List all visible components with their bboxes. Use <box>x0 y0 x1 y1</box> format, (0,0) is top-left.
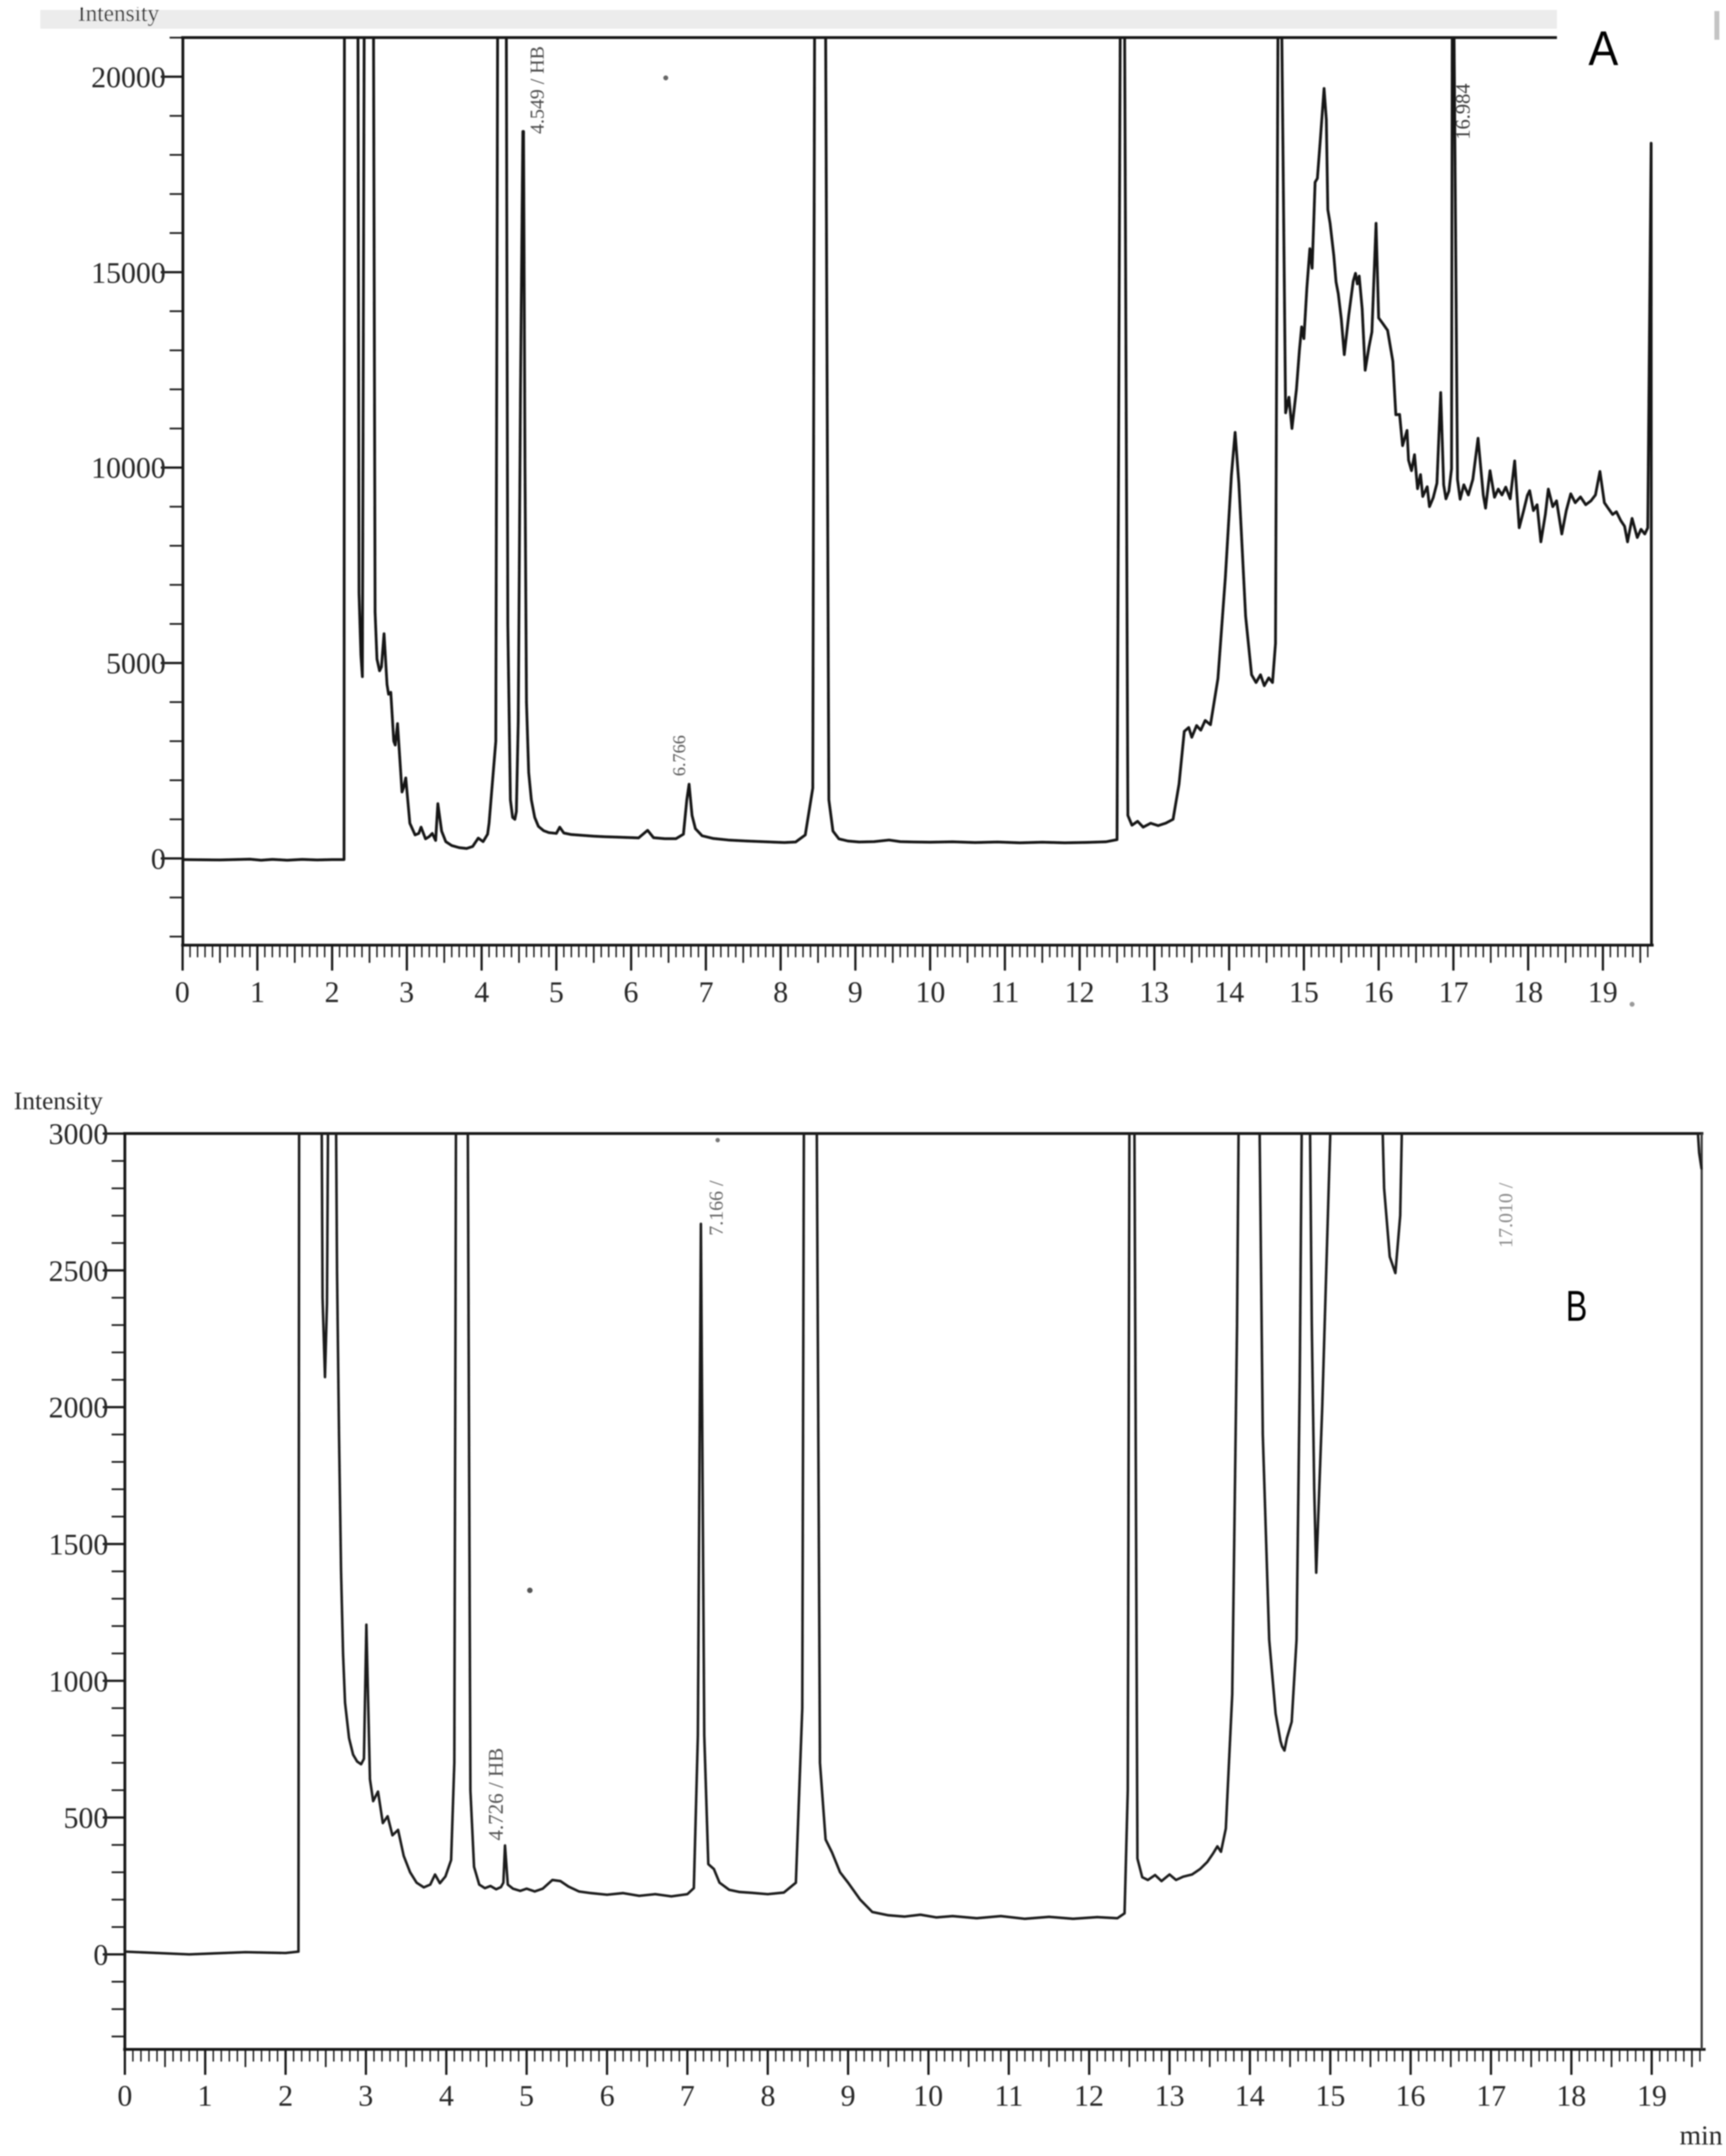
svg-text:18: 18 <box>1513 976 1543 1009</box>
svg-text:1000: 1000 <box>49 1665 108 1698</box>
svg-text:19: 19 <box>1637 2079 1667 2112</box>
svg-text:3: 3 <box>359 2079 373 2112</box>
svg-text:14: 14 <box>1214 976 1244 1009</box>
svg-text:18: 18 <box>1556 2079 1586 2112</box>
svg-text:16.984: 16.984 <box>1452 83 1475 140</box>
svg-text:2000: 2000 <box>49 1391 108 1424</box>
svg-text:7.166 /: 7.166 / <box>705 1180 727 1236</box>
svg-text:15000: 15000 <box>91 256 166 289</box>
svg-text:8: 8 <box>773 976 788 1009</box>
svg-text:0: 0 <box>175 976 190 1009</box>
svg-text:10: 10 <box>915 976 945 1009</box>
svg-text:1500: 1500 <box>49 1528 108 1561</box>
svg-text:12: 12 <box>1065 976 1094 1009</box>
svg-text:13: 13 <box>1155 2079 1185 2112</box>
svg-text:2: 2 <box>325 976 340 1009</box>
svg-text:4: 4 <box>439 2079 454 2112</box>
svg-text:9: 9 <box>848 976 863 1009</box>
svg-text:6.766: 6.766 <box>670 735 690 776</box>
svg-text:0: 0 <box>118 2079 133 2112</box>
svg-text:16: 16 <box>1396 2079 1425 2112</box>
svg-text:3000: 3000 <box>49 1117 108 1151</box>
svg-text:12: 12 <box>1074 2079 1104 2112</box>
svg-text:2500: 2500 <box>49 1254 108 1288</box>
svg-text:11: 11 <box>994 2079 1023 2112</box>
svg-text:min: min <box>1680 2120 1723 2150</box>
svg-text:11: 11 <box>991 976 1019 1009</box>
svg-text:A: A <box>1588 21 1618 76</box>
svg-text:17.010 /: 17.010 / <box>1495 1183 1517 1248</box>
svg-text:17: 17 <box>1476 2079 1506 2112</box>
svg-text:17: 17 <box>1439 976 1469 1009</box>
svg-text:10000: 10000 <box>91 451 166 484</box>
svg-text:19: 19 <box>1588 976 1618 1009</box>
svg-text:6: 6 <box>600 2079 615 2112</box>
svg-text:15: 15 <box>1315 2079 1345 2112</box>
svg-text:20000: 20000 <box>91 61 166 94</box>
svg-text:Intensity: Intensity <box>14 1087 103 1115</box>
svg-text:5: 5 <box>549 976 564 1009</box>
svg-text:B: B <box>1566 1282 1587 1330</box>
svg-text:1: 1 <box>198 2079 213 2112</box>
svg-text:3: 3 <box>399 976 414 1009</box>
svg-text:13: 13 <box>1139 976 1169 1009</box>
svg-text:0: 0 <box>93 1938 108 1971</box>
svg-text:1: 1 <box>250 976 265 1009</box>
svg-text:0: 0 <box>151 842 166 876</box>
svg-text:14: 14 <box>1235 2079 1265 2112</box>
svg-text:6: 6 <box>624 976 639 1009</box>
svg-text:16: 16 <box>1364 976 1393 1009</box>
svg-text:7: 7 <box>680 2079 695 2112</box>
svg-text:500: 500 <box>64 1801 108 1835</box>
svg-text:9: 9 <box>841 2079 856 2112</box>
svg-text:10: 10 <box>913 2079 943 2112</box>
svg-text:8: 8 <box>761 2079 776 2112</box>
svg-text:2: 2 <box>278 2079 293 2112</box>
svg-text:4.726 / HB: 4.726 / HB <box>485 1748 508 1841</box>
svg-text:5: 5 <box>519 2079 534 2112</box>
svg-text:5000: 5000 <box>106 647 166 680</box>
svg-text:4.549 / HB: 4.549 / HB <box>526 46 548 134</box>
svg-text:15: 15 <box>1289 976 1319 1009</box>
svg-text:7: 7 <box>699 976 714 1009</box>
svg-text:4: 4 <box>475 976 490 1009</box>
